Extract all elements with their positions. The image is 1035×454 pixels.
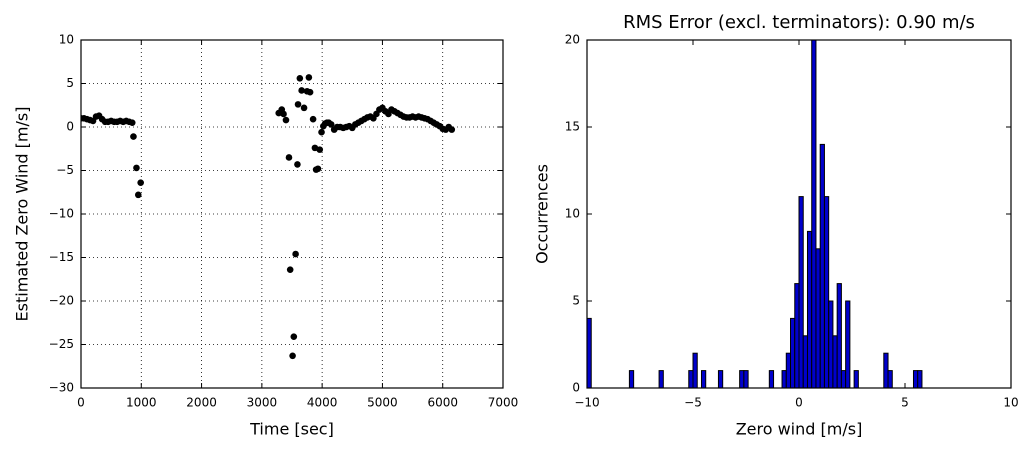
bar [845, 300, 851, 388]
bar [811, 40, 817, 388]
bar [628, 370, 635, 388]
point [300, 104, 308, 112]
bar [790, 317, 796, 388]
x-tick-label: 5000 [367, 396, 398, 410]
subplot: −10 −5 0 5 10 0 5 10 15 20 RMS Error (excl. termin… [533, 12, 1019, 439]
bar [819, 143, 825, 388]
bar [785, 352, 792, 388]
point [305, 74, 313, 81]
x-tick-label: 4000 [307, 396, 338, 410]
y-tick-label: −20 [49, 294, 74, 308]
bar [917, 370, 923, 388]
y-tick-label: 0 [66, 120, 74, 134]
point [280, 110, 287, 118]
point [289, 352, 296, 360]
plot-area [587, 40, 923, 388]
point [290, 333, 298, 340]
y-tick-label: 15 [565, 120, 580, 134]
bar [794, 283, 800, 388]
y-axis-label: Estimated Zero Wind [m/s] [13, 107, 32, 322]
bar [768, 370, 775, 388]
bar [798, 196, 804, 388]
bar [836, 283, 842, 388]
point [298, 87, 305, 94]
bar [692, 352, 698, 388]
point [292, 250, 299, 258]
y-tick-label: 0 [572, 381, 580, 395]
x-tick-label: 10 [1003, 396, 1018, 410]
point [285, 154, 293, 161]
y-tick-label: 5 [572, 294, 580, 308]
y-tick-label: −30 [49, 381, 74, 395]
point [128, 119, 136, 126]
bar [806, 230, 813, 388]
axes-frame [80, 39, 504, 389]
x-tick-label: 0 [795, 396, 803, 410]
chart-title: RMS Error (excl. terminators): 0.90 m/s [623, 12, 975, 33]
y-tick-label: −15 [49, 250, 74, 264]
y-tick-label: 10 [59, 33, 74, 47]
bar [688, 370, 694, 388]
bar [823, 196, 830, 388]
y-tick-label: 20 [565, 33, 580, 47]
bar [840, 370, 847, 388]
point [327, 121, 335, 128]
bar [743, 370, 749, 388]
bar [700, 370, 707, 388]
point [137, 179, 144, 186]
x-tick-label: 3000 [247, 396, 278, 410]
point [133, 164, 140, 172]
subplot: 0 1000 2000 3000 4000 5000 6000 7000 −30 −25 −20 −1… [13, 33, 519, 439]
point [130, 133, 137, 140]
bar [658, 370, 664, 388]
bar [815, 248, 821, 388]
bar [883, 352, 889, 388]
x-axis-label: Time [sec] [249, 420, 334, 439]
point [294, 101, 302, 108]
bar [828, 300, 834, 388]
bar [781, 370, 787, 388]
axes-frame [586, 39, 1012, 389]
point [318, 128, 325, 136]
y-tick-label: −25 [49, 337, 74, 351]
point [309, 115, 317, 123]
x-tick-label: 5 [901, 396, 909, 410]
y-tick-label: −5 [56, 163, 74, 177]
point [282, 116, 290, 124]
bar [832, 335, 838, 388]
x-tick-label: −10 [574, 396, 599, 410]
point [134, 191, 142, 199]
x-tick-label: 0 [77, 396, 85, 410]
bar [717, 370, 724, 388]
point [306, 88, 314, 96]
x-axis-label: Zero wind [m/s] [736, 420, 863, 439]
point [316, 146, 324, 153]
plot-area [81, 74, 456, 360]
y-axis-label: Occurrences [533, 164, 552, 264]
point [286, 266, 294, 273]
point [314, 165, 322, 173]
point [294, 161, 301, 168]
point [448, 126, 456, 133]
y-tick-label: −10 [49, 207, 74, 221]
bar [887, 370, 893, 388]
bar [587, 317, 592, 388]
y-tick-label: 10 [565, 207, 580, 221]
point [296, 74, 304, 82]
x-tick-label: 7000 [488, 396, 519, 410]
bar [739, 370, 745, 388]
x-tick-label: 6000 [427, 396, 458, 410]
bar [802, 335, 808, 388]
x-tick-label: 1000 [126, 396, 157, 410]
bar [853, 370, 859, 388]
x-tick-label: 2000 [186, 396, 217, 410]
x-tick-label: −5 [684, 396, 702, 410]
y-tick-label: 5 [66, 76, 74, 90]
bar [912, 370, 919, 388]
